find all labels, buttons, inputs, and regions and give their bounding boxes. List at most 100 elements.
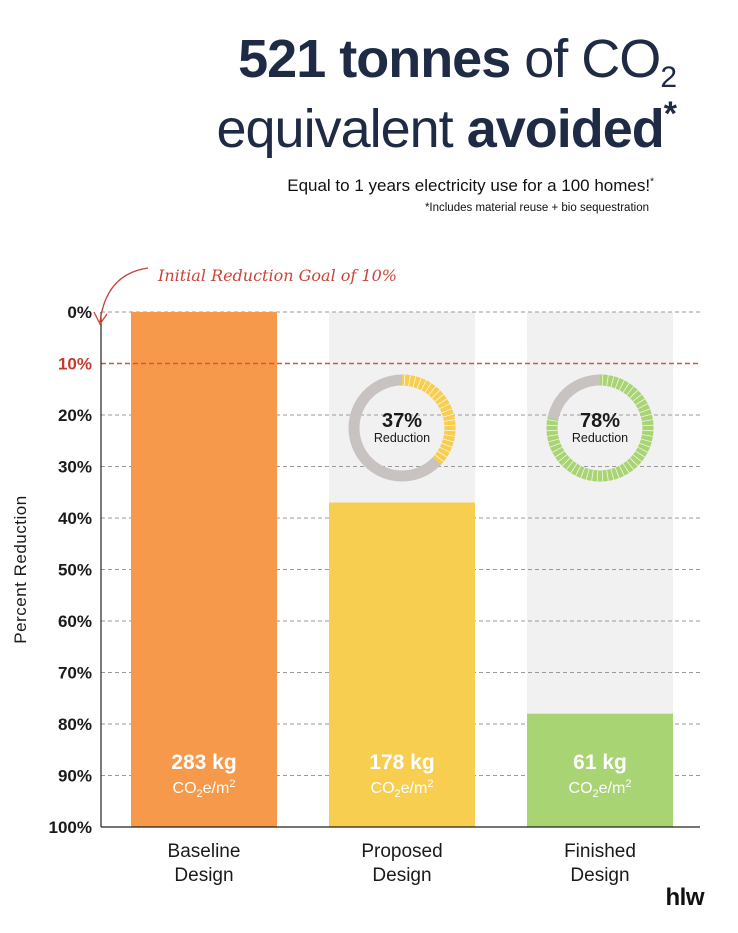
- donut-tick: [575, 465, 582, 476]
- donut-caption: Reduction: [572, 431, 628, 445]
- category-label: Design: [372, 865, 431, 886]
- donut-percent: 78%: [580, 410, 620, 432]
- category-label: Baseline: [168, 841, 241, 862]
- y-tick-label: 60%: [58, 612, 92, 631]
- bar-value-label: 178 kg: [369, 751, 434, 774]
- donut-tick: [570, 463, 578, 474]
- donut-tick: [428, 386, 436, 396]
- donut-tick: [416, 377, 422, 389]
- donut-tick: [437, 398, 448, 406]
- donut-tick: [618, 465, 625, 476]
- y-tick-label: 90%: [58, 767, 92, 786]
- donut-tick: [441, 408, 453, 414]
- bar-2: [527, 713, 673, 827]
- hlw-logo: hlw: [665, 884, 705, 911]
- donut-tick: [614, 377, 620, 389]
- donut-tick: [443, 434, 455, 437]
- donut-tick: [442, 438, 454, 443]
- goal-arrowhead: [93, 311, 108, 326]
- subtitle-text: Equal to 1 years electricity use for a 1…: [287, 176, 651, 195]
- donut-tick: [642, 429, 654, 432]
- donut-tick: [552, 446, 563, 453]
- donut-tick: [580, 467, 586, 479]
- donut-tick: [629, 457, 639, 467]
- footnote: *Includes material reuse + bio sequestra…: [424, 202, 649, 214]
- donut-tick: [640, 438, 652, 443]
- donut-tick: [642, 424, 654, 427]
- donut-tick: [629, 389, 639, 399]
- donut-tick: [635, 398, 646, 406]
- donut-tick: [626, 386, 634, 396]
- donut-tick: [596, 470, 599, 482]
- headline-asterisk: *: [663, 95, 677, 133]
- donut-tick: [635, 450, 646, 458]
- donut-tick: [639, 442, 651, 448]
- donut-tick: [639, 408, 651, 414]
- y-tick-label: 20%: [58, 406, 92, 425]
- donut-tick: [614, 467, 620, 479]
- bar-1: [329, 502, 475, 827]
- bar-unit-label: CO2e/m2: [569, 778, 632, 800]
- donut-tick: [548, 438, 560, 443]
- donut-tick: [439, 403, 450, 410]
- headline-line-2: equivalent avoided*: [216, 95, 677, 159]
- category-label: Design: [174, 865, 233, 886]
- goal-annotation: Initial Reduction Goal of 10%: [157, 266, 397, 285]
- donut-tick: [566, 460, 574, 470]
- y-tick-label: 40%: [58, 509, 92, 528]
- donut-tick: [632, 394, 642, 402]
- y-tick-label: 0%: [67, 303, 92, 322]
- y-tick-label: 50%: [58, 561, 92, 580]
- donut-tick: [431, 389, 441, 399]
- donut-tick: [637, 446, 648, 453]
- donut-tick: [640, 413, 652, 418]
- headline-co2-subscript: 2: [660, 61, 677, 94]
- donut-tick: [554, 450, 565, 458]
- donut-tick: [441, 442, 453, 448]
- goal-arrow: [99, 267, 149, 323]
- donut-tick: [439, 446, 450, 453]
- donut-tick: [424, 382, 432, 393]
- donut-tick: [442, 413, 454, 418]
- donut-tick: [444, 424, 456, 427]
- donut-tick: [610, 468, 615, 480]
- donut-tick: [622, 382, 630, 393]
- donut-tick: [618, 380, 625, 391]
- bar-value-label: 61 kg: [573, 751, 627, 774]
- donut-tick: [641, 434, 653, 437]
- donut-tick: [622, 463, 630, 474]
- donut-tick: [420, 380, 427, 391]
- donut-tick: [547, 419, 559, 422]
- donut-tick: [585, 468, 590, 480]
- donut-tick: [558, 454, 568, 462]
- donut-caption: Reduction: [374, 431, 430, 445]
- headline: 521 tonnes of CO2 equivalent avoided*: [216, 29, 677, 159]
- donut-arc: [546, 374, 654, 482]
- y-axis-title: Percent Reduction: [11, 495, 30, 643]
- donut-tick: [601, 374, 604, 386]
- donut-tick: [408, 375, 411, 387]
- bar-0: [131, 312, 277, 827]
- donut-tick: [561, 457, 571, 467]
- donut-tick: [412, 376, 417, 388]
- headline-equivalent: equivalent: [216, 99, 453, 159]
- bar-value-label: 283 kg: [171, 751, 236, 774]
- donut-tick: [601, 470, 604, 482]
- donut-tick: [610, 376, 615, 388]
- subtitle: Equal to 1 years electricity use for a 1…: [287, 176, 654, 196]
- subtitle-marker: *: [650, 176, 654, 188]
- y-tick-label: 30%: [58, 458, 92, 477]
- headline-line-1: 521 tonnes of CO2: [216, 29, 677, 94]
- headline-amount: 521 tonnes: [238, 29, 511, 89]
- donut-tick: [606, 469, 609, 481]
- donut-tick: [641, 419, 653, 422]
- donut-1: 37%Reduction: [348, 374, 456, 482]
- donut-2: 78%Reduction: [546, 374, 654, 482]
- donut-tick: [434, 394, 444, 402]
- category-label: Design: [570, 865, 629, 886]
- donut-tick: [606, 375, 609, 387]
- donut-tick: [549, 442, 561, 448]
- donut-tick: [626, 460, 634, 470]
- bar-unit-label: CO2e/m2: [371, 778, 434, 800]
